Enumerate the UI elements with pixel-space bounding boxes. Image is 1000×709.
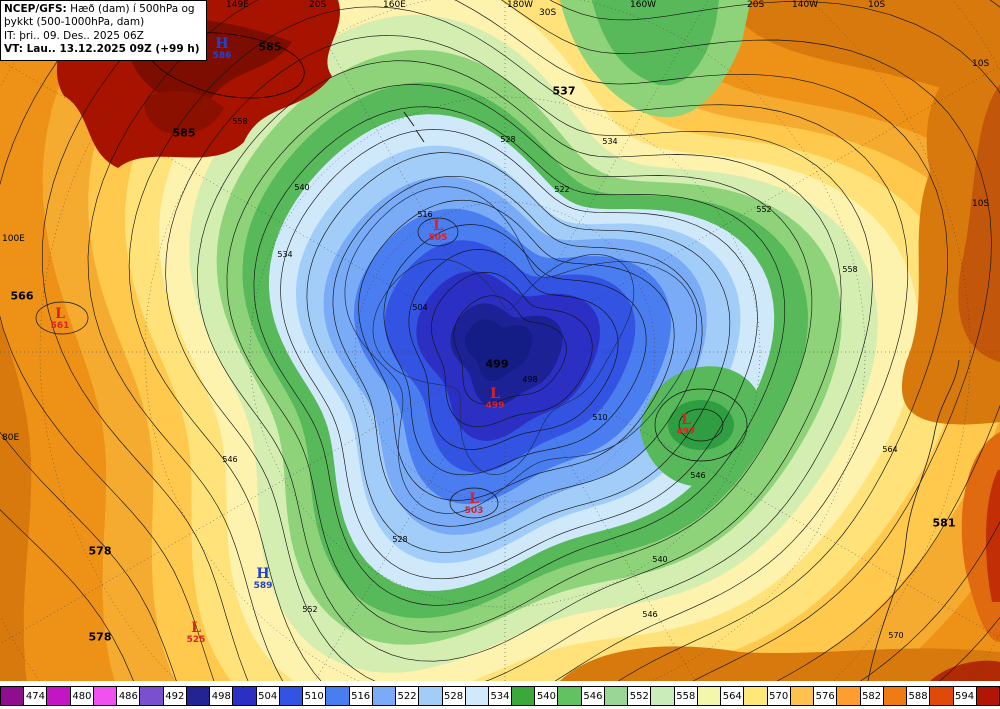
map-svg [0,0,1000,681]
height-contour [165,35,873,681]
model-label: NCEP/GFS: [4,3,67,15]
dark-orange-corner [880,0,1000,53]
colorbar-value: 528 [441,686,466,706]
height-contour [226,84,813,633]
colorbar-value: 576 [813,686,838,706]
latitude-circle [249,96,761,608]
colorbar-swatch [929,686,954,706]
colorbar-swatch [789,686,815,706]
colorbar-value: 510 [302,686,327,706]
height-contour [306,152,731,553]
colorbar-swatch [278,686,304,706]
colorbar-value: 492 [162,686,187,706]
colorbar-swatch [46,686,71,706]
height-contour [280,129,758,580]
colorbar-swatch [696,686,722,706]
colorbar-swatch [418,686,443,706]
colorbar-value: 534 [487,686,512,706]
colorbar-swatch [882,686,908,706]
coastlines [147,32,960,681]
info-line-1: NCEP/GFS: Hæð (dam) í 500hPa og [4,3,200,16]
colorbar-value: 480 [69,686,94,706]
latitude-circle [354,201,656,503]
contour-ellipse [417,217,459,247]
coastline-south-america [867,359,960,681]
longitude-line [539,371,1000,639]
info-line-2: þykkt (500-1000hPa, dam) [4,16,145,29]
colorbar-swatch [603,686,629,706]
height-contour [253,106,786,606]
title-text: Hæð (dam) í 500hPa og [70,3,195,15]
dark-orange-south [560,646,1000,681]
height-contours [0,0,1000,681]
height-contour [128,6,909,681]
height-contour [383,224,647,476]
colorbar-swatch [557,686,582,706]
green-tongue-north-inner [592,0,719,86]
green-lobe-east-core [668,400,734,450]
longitude-line [0,60,471,333]
colorbar-value: 594 [952,686,977,706]
coastline-australia [147,32,305,99]
map-area: 149E 20S 160E 180W 30S 160W 20S 140W 10S 10S 10S 10… [0,0,1000,681]
height-contour [408,249,619,450]
colorbar-swatch [232,686,257,706]
longitude-line [524,0,709,318]
high-thickness-core-2 [144,91,224,135]
coastline-antarctica-inner [372,253,635,475]
colorbar-swatch [510,686,536,706]
info-box: NCEP/GFS: Hæð (dam) í 500hPa og þykkt (5… [0,0,207,61]
red-streak-east [985,470,1000,602]
colorbar-swatch [371,686,397,706]
init-time: IT: þri.. 09. Des.. 2025 06Z [4,29,144,42]
contour-ellipse [678,408,724,442]
colorbar-value: 498 [209,686,234,706]
longitude-line [301,0,486,318]
longitude-line [0,371,471,644]
longitude-line [539,65,1000,333]
valid-time: VT: Lau.. 13.12.2025 09Z (+99 h) [4,43,200,56]
contour-ellipse [449,487,499,519]
height-contour [197,60,842,662]
height-contour [332,175,703,527]
colorbar-swatch [464,686,489,706]
colorbar-value: 474 [23,686,48,706]
coastline-antarctica [344,186,698,514]
height-contour [453,295,567,405]
colorbar-value: 486 [116,686,141,706]
height-contour [41,0,992,681]
thickness-band-core [464,319,533,381]
colorbar-swatch [0,686,25,706]
colorbar-value: 570 [766,686,791,706]
colorbar-swatch [92,686,118,706]
contour-ellipse [35,301,89,335]
height-contour [87,0,948,681]
colorbar-value: 504 [255,686,280,706]
colorbar-swatch [185,686,211,706]
colorbar-value: 564 [720,686,745,706]
contour-ellipse [654,388,748,462]
colorbar-value: 558 [673,686,698,706]
colorbar-swatch [650,686,675,706]
colorbar-value: 516 [348,686,373,706]
dark-orange-east-inner [958,84,1000,362]
height-contour [0,0,1000,681]
colorbar-value: 552 [627,686,652,706]
red-corner-southeast [930,660,1000,681]
colorbar-swatch [743,686,768,706]
colorbar-swatch [975,686,1000,706]
graticule [0,0,1000,681]
colorbar-swatch [325,686,350,706]
thickness-colorbar: 474 480 486 492 498 504 510 516 522 528 534 540 546 5… [0,681,1000,709]
colorbar-swatch [139,686,164,706]
colorbar-swatch [836,686,861,706]
colorbar-value: 522 [395,686,420,706]
colorbar-value: 546 [580,686,605,706]
height-contour [431,272,593,428]
colorbar-value: 540 [534,686,559,706]
colorbar-value: 588 [906,686,931,706]
coastline-new-zealand [403,111,425,143]
colorbar-value: 582 [859,686,884,706]
